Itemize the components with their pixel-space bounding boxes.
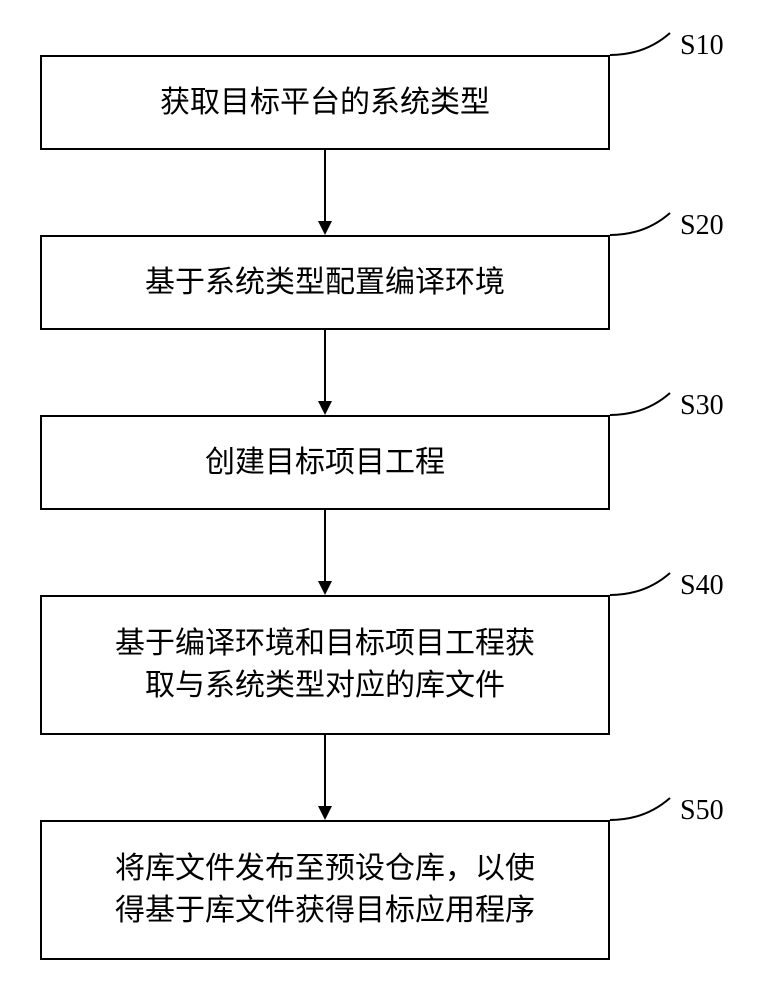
flow-node-s20: 基于系统类型配置编译环境 [40,235,610,330]
step-label-s50: S50 [680,795,724,827]
step-label-s40: S40 [680,570,724,602]
flow-node-s40: 基于编译环境和目标项目工程获 取与系统类型对应的库文件 [40,595,610,735]
step-label-s30: S30 [680,390,724,422]
flowchart-canvas: 获取目标平台的系统类型基于系统类型配置编译环境创建目标项目工程基于编译环境和目标… [0,0,763,1000]
flow-node-s30: 创建目标项目工程 [40,415,610,510]
flow-node-s50: 将库文件发布至预设仓库，以使 得基于库文件获得目标应用程序 [40,820,610,960]
step-label-s10: S10 [680,30,724,62]
flow-node-s10: 获取目标平台的系统类型 [40,55,610,150]
step-label-s20: S20 [680,210,724,242]
